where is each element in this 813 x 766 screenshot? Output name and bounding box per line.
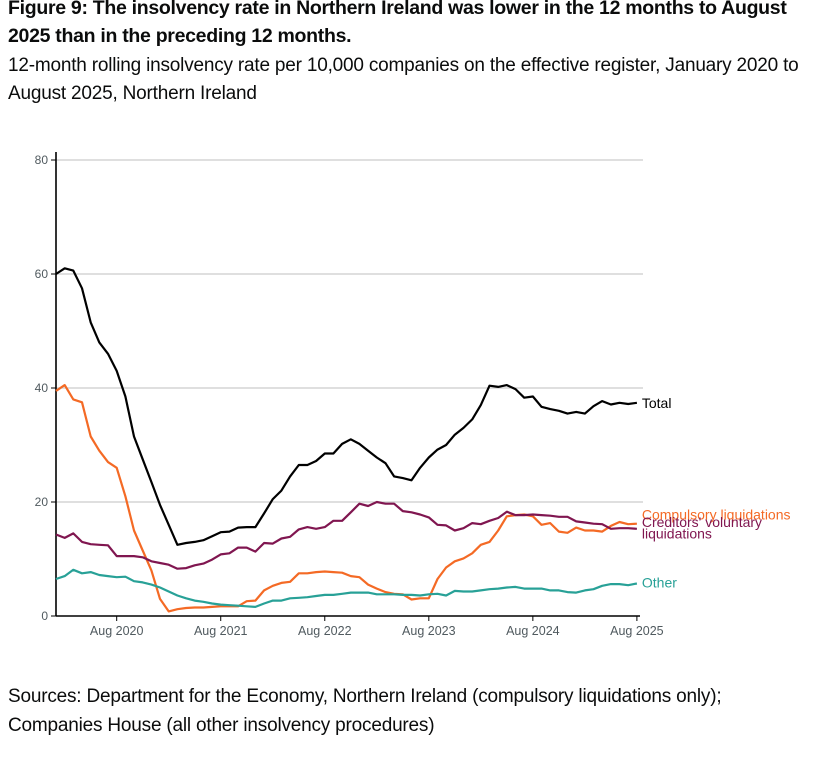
series-label-other: Other bbox=[642, 575, 677, 591]
x-tick-label: Aug 2020 bbox=[90, 624, 144, 638]
series-label-creditors-voluntary-liquidations: Creditors' voluntary bbox=[642, 514, 762, 530]
series-line-other bbox=[55, 568, 638, 609]
x-tick-label: Aug 2025 bbox=[610, 624, 664, 638]
x-tick-label: Aug 2024 bbox=[506, 624, 560, 638]
x-tick-label: Aug 2023 bbox=[402, 624, 456, 638]
y-tick-label: 20 bbox=[35, 495, 49, 509]
series-label-creditors-voluntary-liquidations: liquidations bbox=[642, 525, 712, 541]
y-axis: 0 20 40 60 80 bbox=[35, 152, 57, 623]
series-line-compulsory-liquidations bbox=[55, 384, 637, 613]
series-line-total bbox=[55, 267, 638, 546]
source-note: Sources: Department for the Economy, Nor… bbox=[8, 686, 722, 736]
series-line-creditors-voluntary-liquidations bbox=[55, 500, 637, 570]
x-axis: Aug 2020 Aug 2021 Aug 2022 Aug 2023 Aug 2024… bbox=[56, 615, 664, 638]
figure-title: Figure 9: The insolvency rate in Norther… bbox=[8, 0, 787, 47]
y-tick-label: 60 bbox=[35, 267, 49, 281]
series-label-total: Total bbox=[642, 395, 672, 411]
y-tick-label: 0 bbox=[41, 609, 48, 623]
gridlines bbox=[56, 159, 643, 503]
series-lines bbox=[55, 267, 638, 613]
y-tick-label: 40 bbox=[35, 381, 49, 395]
figure-subtitle: 12-month rolling insolvency rate per 10,… bbox=[8, 55, 799, 104]
y-tick-label: 80 bbox=[35, 153, 49, 167]
series-label-compulsory-liquidations: Compulsory liquidations bbox=[642, 507, 791, 523]
x-tick-label: Aug 2021 bbox=[194, 624, 248, 638]
x-tick-label: Aug 2022 bbox=[298, 624, 352, 638]
